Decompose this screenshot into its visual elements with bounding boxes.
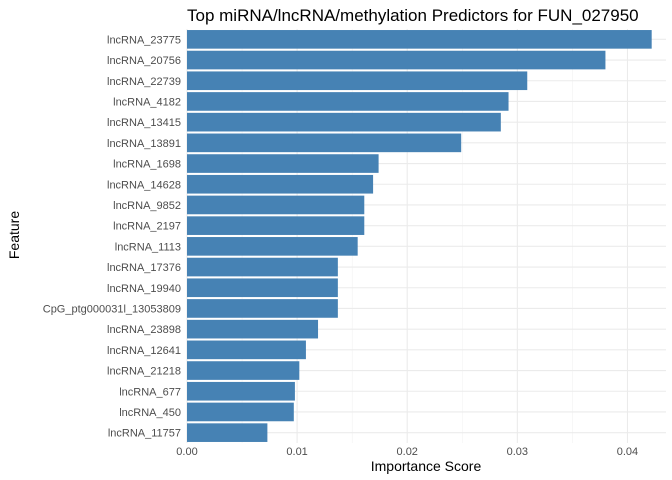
y-tick-labels: lncRNA_23775 lncRNA_20756 lncRNA_22739 lncR… [43, 34, 181, 439]
x-tick-labels: 0.00 0.01 0.02 0.03 0.04 [176, 446, 638, 458]
y-tick-label: lncRNA_1698 [113, 159, 181, 171]
y-tick-label: lncRNA_22739 [107, 76, 181, 88]
bar [187, 257, 338, 277]
y-tick-label: lncRNA_19940 [107, 283, 181, 295]
bar [187, 30, 652, 49]
bar [187, 423, 268, 442]
bar [187, 402, 294, 422]
bar [187, 174, 374, 194]
x-axis-title: Importance Score [371, 458, 482, 474]
bar [187, 71, 528, 91]
bar [187, 133, 462, 153]
bar [187, 299, 338, 318]
y-tick-label: lncRNA_4182 [113, 96, 181, 108]
bar [187, 216, 365, 235]
y-tick-label: lncRNA_9852 [113, 200, 181, 212]
chart-title: Top miRNA/lncRNA/methylation Predictors … [187, 6, 639, 25]
bar [187, 340, 306, 360]
bar [187, 278, 338, 298]
bar [187, 92, 509, 111]
bar [187, 319, 319, 339]
y-tick-label: lncRNA_2197 [113, 221, 181, 233]
bar [187, 195, 365, 215]
bar [187, 154, 379, 173]
grid-lines [186, 29, 666, 443]
y-tick-label: lncRNA_20756 [107, 55, 181, 67]
y-tick-label: lncRNA_677 [119, 386, 181, 398]
y-tick-label: CpG_ptg000031l_13053809 [43, 303, 181, 315]
y-tick-label: lncRNA_21218 [107, 366, 181, 378]
y-tick-label: lncRNA_13891 [107, 138, 181, 150]
y-tick-label: lncRNA_17376 [107, 262, 181, 274]
x-tick-label: 0.03 [507, 446, 528, 458]
y-axis-title: Feature [6, 211, 22, 259]
bar [187, 112, 501, 132]
bar [187, 361, 300, 380]
y-tick-label: lncRNA_11757 [108, 428, 181, 440]
y-tick-label: lncRNA_23775 [107, 34, 181, 46]
bar [187, 50, 606, 70]
x-tick-label: 0.00 [176, 446, 197, 458]
y-tick-label: lncRNA_23898 [107, 324, 181, 336]
bar [187, 237, 358, 256]
bar [187, 381, 295, 401]
x-tick-label: 0.01 [286, 446, 307, 458]
y-tick-label: lncRNA_13415 [107, 117, 181, 129]
x-tick-label: 0.02 [397, 446, 418, 458]
y-tick-label: lncRNA_14628 [107, 179, 181, 191]
y-tick-label: lncRNA_450 [119, 407, 181, 419]
y-tick-label: lncRNA_12641 [107, 345, 181, 357]
bars [187, 30, 652, 442]
y-tick-label: lncRNA_1113 [115, 241, 181, 253]
x-tick-label: 0.04 [617, 446, 638, 458]
